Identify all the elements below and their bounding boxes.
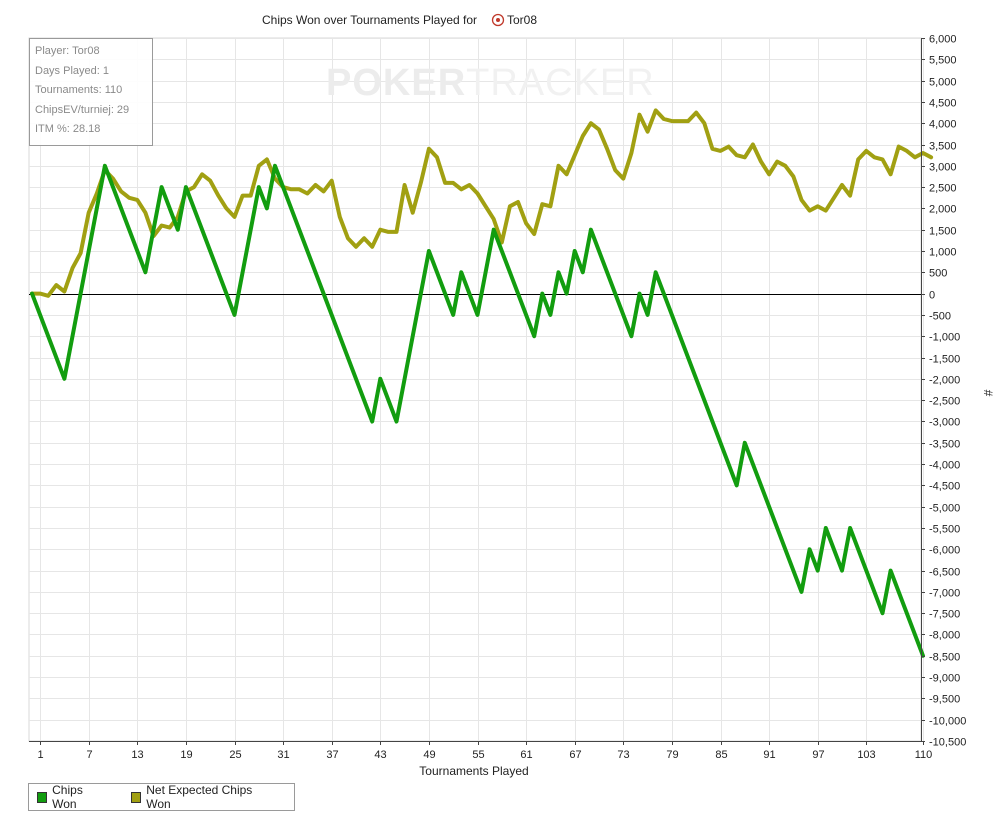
y-tick-label: 0 <box>929 290 935 302</box>
y-tick-label: 5,000 <box>929 77 957 89</box>
info-itm: ITM %: 28.18 <box>35 123 101 136</box>
y-tick-label: 4,500 <box>929 98 957 110</box>
y-tick-label: -6,000 <box>929 545 960 557</box>
x-tick-label: 85 <box>715 749 727 761</box>
legend-swatch-chips-won <box>37 791 48 803</box>
y-tick-label: -4,500 <box>929 481 960 493</box>
x-tick-label: 73 <box>617 749 629 761</box>
y-tick-label: -9,500 <box>929 694 960 706</box>
x-tick-label: 91 <box>763 749 775 761</box>
x-tick-label: 79 <box>666 749 678 761</box>
y-tick-label: 1,500 <box>929 226 957 238</box>
y-axis-label: # <box>981 390 995 397</box>
x-tick-label: 37 <box>326 749 338 761</box>
y-tick-label: 2,000 <box>929 204 957 216</box>
plot-area-border <box>28 37 922 742</box>
y-tick-label: 1,000 <box>929 247 957 259</box>
x-tick-label: 49 <box>423 749 435 761</box>
series-line-chips-won <box>30 163 925 658</box>
y-tick-label: -5,000 <box>929 503 960 515</box>
legend-label-net-expected: Net Expected Chips Won <box>146 783 253 811</box>
y-tick-label: 6,000 <box>929 34 957 46</box>
chart-title-player: Tor08 <box>507 13 537 27</box>
player-info-box: Player: Tor08 Days Played: 1 Tournaments… <box>29 38 153 146</box>
y-tick-label: -7,000 <box>929 588 960 600</box>
x-tick-label: 61 <box>520 749 532 761</box>
y-tick-label: -7,500 <box>929 609 960 621</box>
info-player: Player: Tor08 <box>35 45 100 57</box>
legend-item-chips-won[interactable]: Chips Won <box>37 783 105 811</box>
y-tick-label: -2,500 <box>929 396 960 408</box>
y-tick-label: 3,000 <box>929 162 957 174</box>
x-tick-label: 97 <box>812 749 824 761</box>
series-group <box>30 108 934 658</box>
info-tournaments: Tournaments: 110 <box>35 84 123 97</box>
x-tick-label: 13 <box>131 749 143 761</box>
x-axis-label: Tournaments Played <box>419 764 528 778</box>
y-tick-label: 3,500 <box>929 141 957 153</box>
watermark-logo: POKERTRACKER <box>326 62 655 105</box>
x-tick-label: 67 <box>569 749 581 761</box>
y-tick-label: 2,500 <box>929 183 957 195</box>
y-tick-label: -8,500 <box>929 652 960 664</box>
x-tick-label: 110 <box>915 749 933 761</box>
x-tick-label: 55 <box>472 749 484 761</box>
x-tick-label: 31 <box>277 749 289 761</box>
y-tick-label: -10,500 <box>929 737 966 749</box>
y-tick-label: -9,000 <box>929 673 960 685</box>
y-tick-label: -8,000 <box>929 630 960 642</box>
chip-icon <box>491 13 505 27</box>
y-axis: 6,000 5,500 5,000 4,500 4,000 3,500 3,000 2,500… <box>921 34 966 749</box>
x-tick-label: 7 <box>86 749 92 761</box>
y-tick-label: -1,000 <box>929 332 960 344</box>
x-tick-label: 25 <box>229 749 241 761</box>
y-tick-label: -5,500 <box>929 524 960 536</box>
y-tick-label: 4,000 <box>929 119 957 131</box>
watermark-part1: POKER <box>326 62 467 104</box>
y-tick-label: 500 <box>929 268 947 280</box>
x-tick-label: 19 <box>180 749 192 761</box>
x-tick-label: 1 <box>37 749 43 761</box>
y-tick-label: -2,000 <box>929 375 960 387</box>
info-chipsev: ChipsEV/turniej: 29 <box>35 103 130 116</box>
x-tick-label: 103 <box>857 749 875 761</box>
x-axis: 1 7 13 19 25 31 37 43 49 55 61 67 73 79 85 91 97 103 110 <box>29 741 932 761</box>
legend-label-chips-won: Chips Won <box>52 783 83 811</box>
legend: Chips Won Net Expected Chips Won <box>28 783 295 811</box>
y-tick-label: -3,000 <box>929 417 960 429</box>
y-tick-label: -10,000 <box>929 716 966 728</box>
legend-swatch-net-expected <box>131 791 142 803</box>
chart-title: Chips Won over Tournaments Played for <box>262 13 477 27</box>
y-tick-label: -500 <box>929 311 951 323</box>
y-tick-label: -6,500 <box>929 567 960 579</box>
y-tick-label: -3,500 <box>929 439 960 451</box>
x-tick-label: 43 <box>374 749 386 761</box>
watermark-part2: TRACKER <box>466 62 655 104</box>
grid <box>28 37 924 742</box>
info-days-played: Days Played: 1 <box>35 64 109 77</box>
y-tick-label: -1,500 <box>929 354 960 366</box>
y-tick-label: 5,500 <box>929 55 957 67</box>
y-tick-label: -4,000 <box>929 460 960 472</box>
legend-item-net-expected[interactable]: Net Expected Chips Won <box>131 783 268 811</box>
